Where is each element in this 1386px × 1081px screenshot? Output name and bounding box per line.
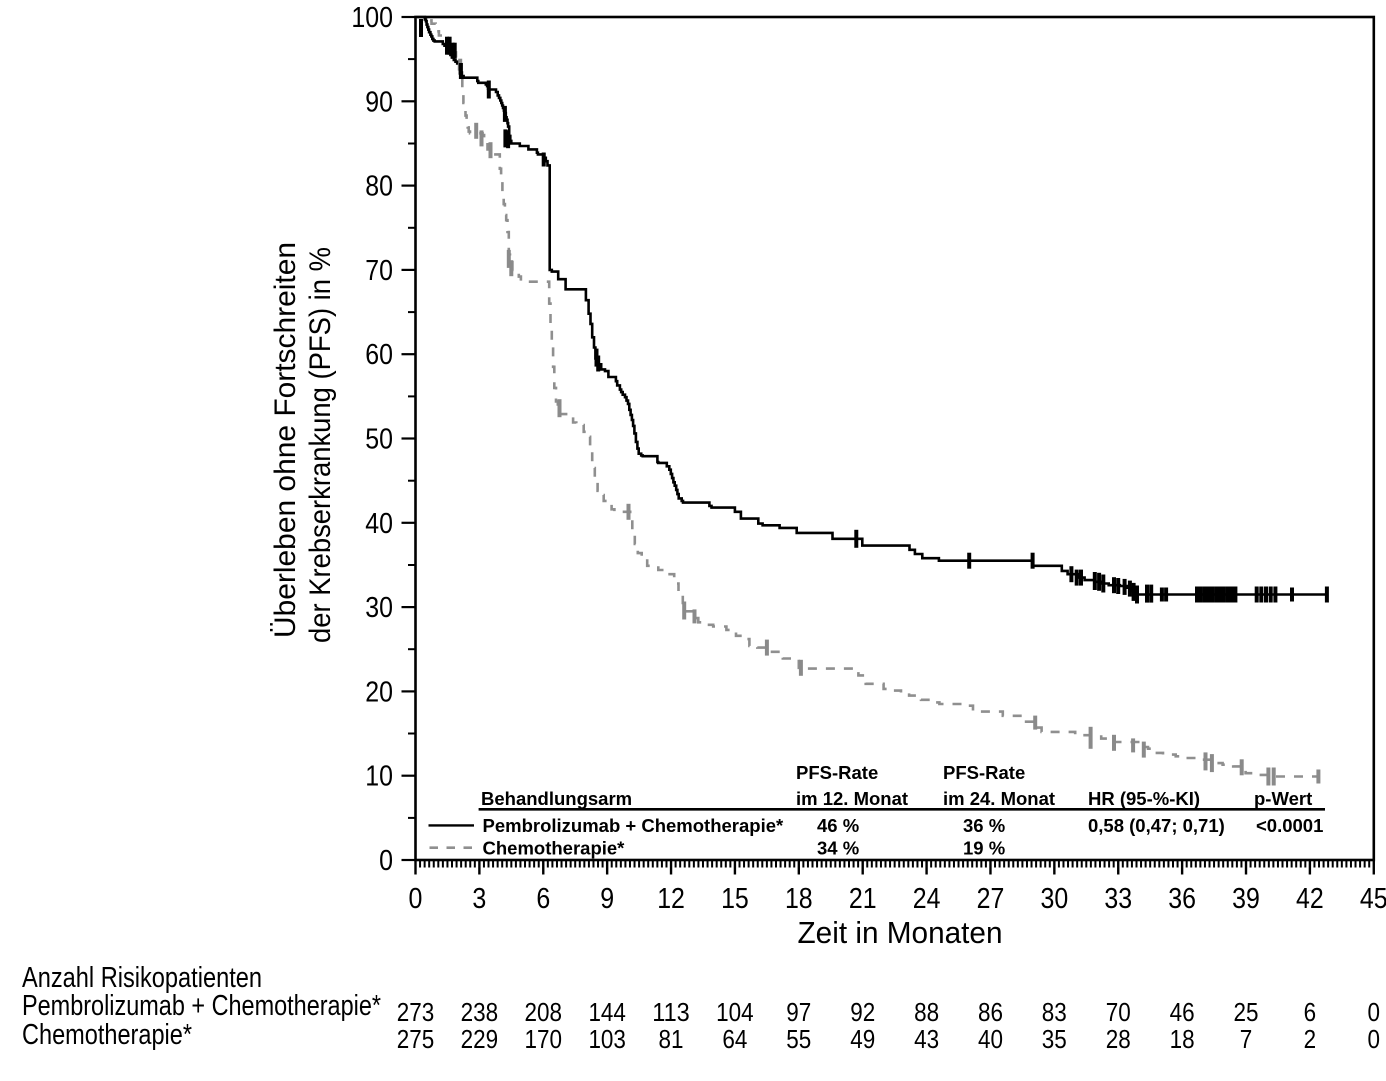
svg-text:PFS-Rate: PFS-Rate bbox=[943, 762, 1025, 783]
svg-text:88: 88 bbox=[914, 997, 939, 1027]
svg-text:55: 55 bbox=[786, 1024, 811, 1054]
svg-text:p-Wert: p-Wert bbox=[1254, 788, 1312, 809]
svg-text:HR (95-%-KI): HR (95-%-KI) bbox=[1088, 788, 1200, 809]
svg-text:6: 6 bbox=[1304, 997, 1317, 1027]
svg-text:im 24. Monat: im 24. Monat bbox=[943, 788, 1055, 809]
svg-text:113: 113 bbox=[652, 997, 690, 1027]
svg-text:Pembrolizumab + Chemotherapie*: Pembrolizumab + Chemotherapie* bbox=[483, 815, 784, 836]
svg-text:80: 80 bbox=[365, 171, 393, 203]
svg-text:36: 36 bbox=[1168, 883, 1196, 915]
svg-text:33: 33 bbox=[1104, 883, 1132, 915]
svg-text:92: 92 bbox=[850, 997, 875, 1027]
svg-text:103: 103 bbox=[588, 1024, 626, 1054]
svg-text:27: 27 bbox=[977, 883, 1005, 915]
svg-text:273: 273 bbox=[397, 997, 435, 1027]
svg-text:0: 0 bbox=[1368, 997, 1381, 1027]
svg-text:49: 49 bbox=[850, 1024, 875, 1054]
svg-text:6: 6 bbox=[536, 883, 550, 915]
svg-text:15: 15 bbox=[721, 883, 749, 915]
svg-text:64: 64 bbox=[722, 1024, 747, 1054]
svg-text:208: 208 bbox=[525, 997, 563, 1027]
svg-text:46: 46 bbox=[1170, 997, 1195, 1027]
svg-text:83: 83 bbox=[1042, 997, 1067, 1027]
svg-text:Pembrolizumab + Chemotherapie*: Pembrolizumab + Chemotherapie* bbox=[22, 990, 381, 1022]
svg-text:0: 0 bbox=[409, 883, 423, 915]
svg-text:40: 40 bbox=[978, 1024, 1003, 1054]
svg-text:7: 7 bbox=[1240, 1024, 1253, 1054]
svg-text:21: 21 bbox=[849, 883, 877, 915]
svg-text:18: 18 bbox=[785, 883, 813, 915]
svg-text:70: 70 bbox=[1106, 997, 1131, 1027]
svg-text:PFS-Rate: PFS-Rate bbox=[796, 762, 878, 783]
svg-text:0,58 (0,47; 0,71): 0,58 (0,47; 0,71) bbox=[1088, 815, 1225, 836]
svg-text:0: 0 bbox=[1368, 1024, 1381, 1054]
svg-text:Anzahl Risikopatienten: Anzahl Risikopatienten bbox=[22, 962, 262, 994]
svg-text:20: 20 bbox=[365, 676, 393, 708]
svg-text:10: 10 bbox=[365, 761, 393, 793]
svg-text:45: 45 bbox=[1360, 883, 1386, 915]
svg-text:144: 144 bbox=[588, 997, 626, 1027]
svg-text:Chemotherapie*: Chemotherapie* bbox=[483, 838, 626, 859]
svg-text:0: 0 bbox=[379, 845, 393, 877]
svg-text:275: 275 bbox=[397, 1024, 435, 1054]
svg-text:60: 60 bbox=[365, 339, 393, 371]
svg-text:40: 40 bbox=[365, 508, 393, 540]
svg-text:Zeit in Monaten: Zeit in Monaten bbox=[798, 916, 1003, 950]
svg-text:50: 50 bbox=[365, 424, 393, 456]
svg-text:81: 81 bbox=[659, 1024, 684, 1054]
svg-text:97: 97 bbox=[786, 997, 811, 1027]
svg-text:28: 28 bbox=[1106, 1024, 1131, 1054]
svg-text:19 %: 19 % bbox=[963, 838, 1005, 859]
svg-text:36 %: 36 % bbox=[963, 815, 1005, 836]
svg-text:12: 12 bbox=[657, 883, 685, 915]
svg-text:229: 229 bbox=[461, 1024, 499, 1054]
svg-text:104: 104 bbox=[716, 997, 754, 1027]
svg-text:18: 18 bbox=[1170, 1024, 1195, 1054]
svg-text:Chemotherapie*: Chemotherapie* bbox=[22, 1019, 192, 1051]
svg-text:100: 100 bbox=[351, 2, 393, 34]
svg-text:30: 30 bbox=[1041, 883, 1069, 915]
svg-text:Überleben ohne Fortschreiten: Überleben ohne Fortschreiten bbox=[269, 242, 302, 638]
svg-text:70: 70 bbox=[365, 255, 393, 287]
svg-text:39: 39 bbox=[1232, 883, 1260, 915]
svg-text:Behandlungsarm: Behandlungsarm bbox=[481, 788, 632, 809]
svg-text:<0.0001: <0.0001 bbox=[1256, 815, 1323, 836]
svg-text:9: 9 bbox=[600, 883, 614, 915]
svg-text:3: 3 bbox=[472, 883, 486, 915]
svg-text:25: 25 bbox=[1234, 997, 1259, 1027]
svg-text:42: 42 bbox=[1296, 883, 1324, 915]
svg-text:238: 238 bbox=[461, 997, 499, 1027]
svg-text:35: 35 bbox=[1042, 1024, 1067, 1054]
svg-text:43: 43 bbox=[914, 1024, 939, 1054]
svg-text:der Krebserkrankung (PFS) in %: der Krebserkrankung (PFS) in % bbox=[304, 247, 337, 643]
svg-text:2: 2 bbox=[1304, 1024, 1317, 1054]
svg-text:46 %: 46 % bbox=[817, 815, 859, 836]
svg-text:90: 90 bbox=[365, 86, 393, 118]
svg-text:30: 30 bbox=[365, 592, 393, 624]
svg-text:86: 86 bbox=[978, 997, 1003, 1027]
svg-text:24: 24 bbox=[913, 883, 941, 915]
svg-text:34 %: 34 % bbox=[817, 838, 859, 859]
svg-text:im 12. Monat: im 12. Monat bbox=[796, 788, 908, 809]
svg-text:170: 170 bbox=[525, 1024, 563, 1054]
